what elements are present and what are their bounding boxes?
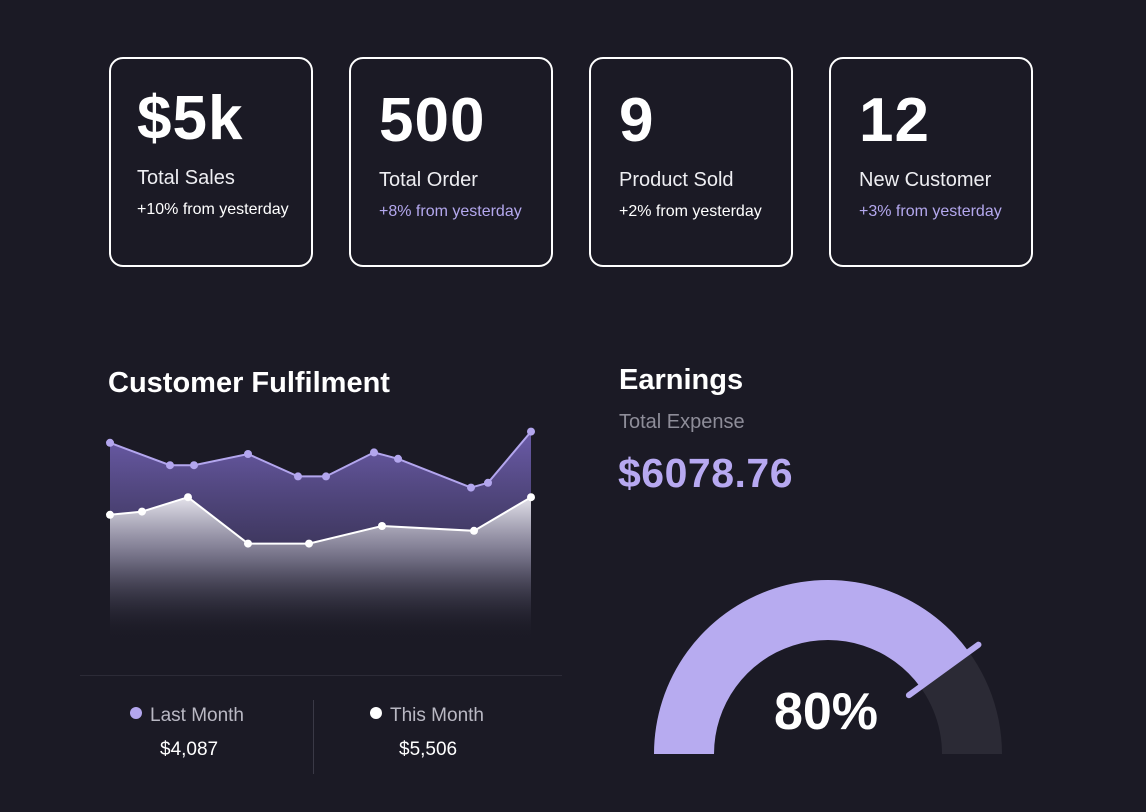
stat-change: +8% from yesterday [379, 203, 522, 220]
gauge-marker [905, 641, 982, 699]
stat-label: Product Sold [619, 169, 734, 191]
data-point-last-month[interactable] [190, 461, 198, 470]
stat-value: 500 [379, 86, 486, 155]
data-point-last-month[interactable] [467, 483, 475, 492]
stat-value: 9 [619, 86, 655, 155]
data-point-this-month[interactable] [378, 522, 386, 530]
data-point-this-month[interactable] [244, 539, 252, 548]
series-line-this-month [109, 496, 532, 545]
stat-change: +2% from yesterday [619, 203, 762, 220]
earnings-title: Earnings [619, 364, 744, 396]
data-point-last-month[interactable] [294, 472, 302, 481]
data-point-last-month[interactable] [106, 438, 114, 447]
stat-change: +10% from yesterday [137, 201, 289, 218]
data-point-this-month[interactable] [138, 507, 146, 516]
this-month-dot-icon [370, 707, 382, 719]
stat-card-total-order[interactable]: 500 Total Order +8% from yesterday [349, 57, 553, 267]
legend-separator [313, 700, 314, 774]
legend-this-month: This Month [370, 705, 484, 727]
data-point-last-month[interactable] [244, 450, 252, 458]
legend-label: This Month [390, 705, 484, 726]
data-point-this-month[interactable] [527, 493, 535, 502]
data-point-last-month[interactable] [322, 472, 330, 481]
data-point-last-month[interactable] [394, 454, 402, 463]
data-point-this-month[interactable] [184, 493, 192, 502]
stat-label: Total Order [379, 169, 478, 191]
last-month-dot-icon [130, 707, 142, 719]
stat-change: +3% from yesterday [859, 203, 1002, 220]
legend-label: Last Month [150, 705, 244, 726]
series-area-this-month [110, 497, 531, 640]
earnings-subtitle: Total Expense [619, 411, 745, 433]
data-point-this-month[interactable] [305, 539, 313, 548]
stat-label: New Customer [859, 169, 992, 191]
data-point-this-month[interactable] [106, 510, 114, 519]
data-point-last-month[interactable] [166, 461, 174, 470]
legend-divider [80, 675, 562, 676]
gauge-fill [654, 579, 969, 754]
data-point-last-month[interactable] [370, 448, 378, 457]
this-month-value: $5,506 [399, 739, 458, 760]
data-point-last-month[interactable] [527, 427, 535, 436]
data-point-last-month[interactable] [484, 478, 492, 487]
earnings-amount: $6078.76 [618, 450, 794, 496]
stat-value: 12 [859, 86, 930, 155]
fulfilment-title: Customer Fulfilment [108, 367, 390, 399]
gauge-percent: 80% [773, 683, 879, 741]
stat-card-new-customer[interactable]: 12 New Customer +3% from yesterday [829, 57, 1033, 267]
stat-card-product-sold[interactable]: 9 Product Sold +2% from yesterday [589, 57, 793, 267]
legend-last-month: Last Month [130, 705, 244, 727]
last-month-value: $4,087 [160, 739, 219, 760]
data-point-this-month[interactable] [470, 526, 478, 535]
stat-value: $5k [137, 84, 244, 153]
stat-label: Total Sales [137, 167, 235, 189]
stat-card-total-sales[interactable]: $5k Total Sales +10% from yesterday [109, 57, 313, 267]
